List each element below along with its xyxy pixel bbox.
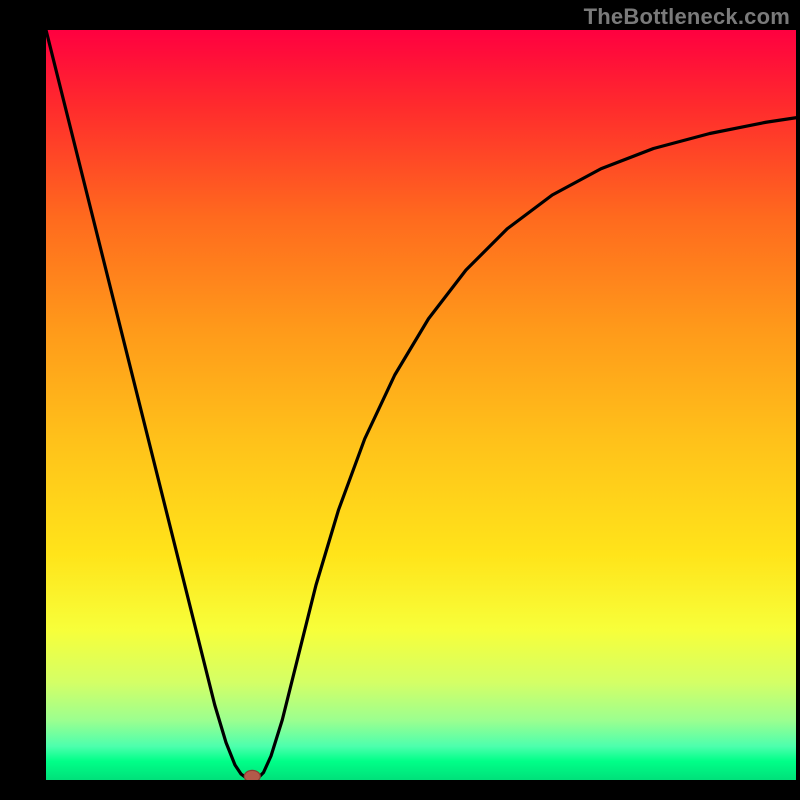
watermark-label: TheBottleneck.com bbox=[584, 4, 790, 30]
plot-svg bbox=[46, 30, 796, 780]
chart-frame: TheBottleneck.com bbox=[0, 0, 800, 800]
gradient-background bbox=[46, 30, 796, 780]
minimum-marker bbox=[244, 770, 260, 780]
plot-area bbox=[46, 30, 796, 780]
